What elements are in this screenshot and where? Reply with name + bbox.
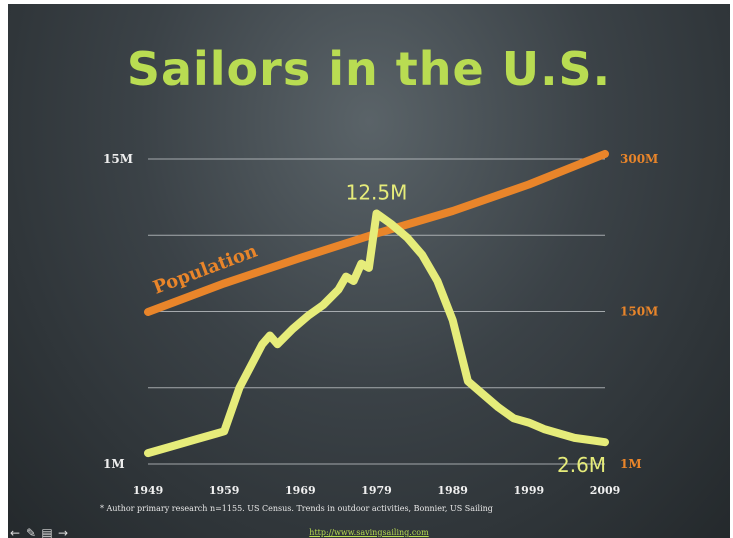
x-tick-label: 1969: [285, 484, 316, 497]
right-axis-label: 1M: [620, 457, 642, 471]
x-tick-label: 1999: [514, 484, 545, 497]
left-axis-bottom-label: 1M: [103, 457, 125, 471]
x-tick-label: 1989: [437, 484, 468, 497]
sailors-chart: 1949 1959 1969 1979 1989 1999 2009 15M 1M 300M 150…: [103, 149, 658, 497]
right-axis-label: 150M: [620, 305, 658, 319]
footnote: * Author primary research n=1155. US Cen…: [100, 504, 493, 513]
sailors-line: [144, 209, 609, 458]
chart-title: Sailors in the U.S.: [126, 42, 612, 96]
edit-icon[interactable]: ✎: [25, 526, 37, 538]
right-axis-label: 300M: [620, 152, 658, 166]
slide: Sailors in the U.S. 1949 1959 1969 1979 1989…: [8, 4, 730, 538]
x-tick-label: 2009: [590, 484, 621, 497]
slide-nav: ← ✎ ▤ →: [8, 526, 70, 538]
x-tick-label: 1959: [209, 484, 240, 497]
x-tick-label: 1949: [133, 484, 164, 497]
left-axis-top-label: 15M: [103, 152, 133, 166]
slides-icon[interactable]: ▤: [41, 526, 53, 538]
end-annotation: 2.6M: [557, 453, 606, 477]
back-arrow-icon[interactable]: ←: [9, 526, 21, 538]
x-tick-label: 1979: [361, 484, 392, 497]
forward-arrow-icon[interactable]: →: [57, 526, 69, 538]
source-link[interactable]: http://www.savingsailing.com: [309, 528, 429, 537]
peak-annotation: 12.5M: [346, 180, 408, 204]
